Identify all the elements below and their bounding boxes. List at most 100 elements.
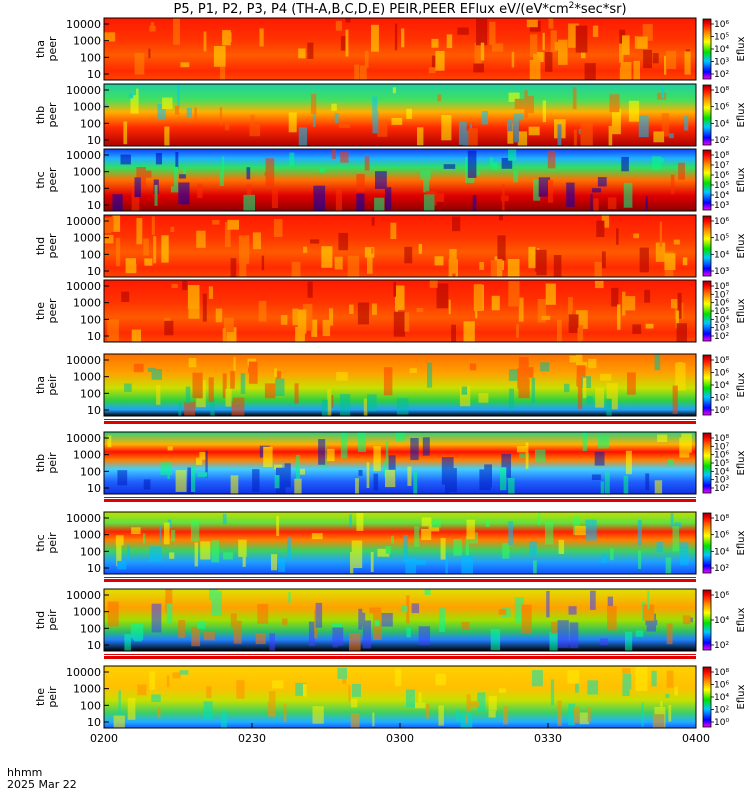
colorbar-tick-label: 10⁶ [714,217,729,227]
colorbar-tick-label: 10⁸ [714,86,729,96]
colorbar-tick-label: 10⁴ [714,191,729,201]
spectrogram-peer_a [104,18,696,80]
colorbar-tick-label: 10⁵ [714,33,729,43]
colorbar-label: Eflux [736,607,747,632]
colorbar-tick-label: 10⁸ [714,356,729,366]
x-tick-label: 0330 [534,732,562,745]
y-tick-label: 100 [80,248,101,261]
colorbar-tick-label: 10⁴ [714,693,729,703]
colorbar-tick-label: 10⁸ [714,151,729,161]
colorbar-label: Eflux [736,102,747,127]
y-axis-label-peir_c: thcpeir [34,532,59,554]
colorbar-peir_c: 10⁸ 10⁶ 10⁴ 10² Eflux [702,512,747,574]
y-tick-label: 100 [80,387,101,400]
chart-title: P5, P1, P2, P3, P4 (TH-A,B,C,D,E) PEIR,P… [173,1,626,17]
panel-peer_e: 10000100010010thepeer10⁸10⁷10⁶10⁵10⁴10³1… [34,279,747,343]
panel-frame [103,148,697,212]
y-tick-label: 10000 [66,354,101,367]
y-tick-label: 1000 [73,683,101,696]
colorbar-peir_a: 10⁸ 10⁶ 10⁴ 10² 10⁰ Eflux [702,354,747,416]
spectrogram-texture [112,149,685,211]
colorbar-tick-label: 10³ [714,58,729,68]
colorbar-tick-label: 10⁸ [714,668,729,678]
panel-peer_a: 10000 1000 100 10 thapeer 10⁶ 10⁵ 10⁴ 10³ 10² Eflu… [34,17,747,81]
panel-frame [103,279,697,343]
y-tick-label: 10 [87,134,101,147]
y-tick-label: 100 [80,465,101,478]
panel-frame [103,588,697,652]
y-tick-label: 10000 [66,84,101,97]
y-axis-peir_e: 10000 1000 100 10 [66,666,109,729]
panel-frame [103,353,697,417]
colorbar-tick-label: 10⁴ [714,315,729,325]
panel-peir_d: 10000 1000 100 10 thdpeir 10⁶ 10⁴ 10² Eflux [34,588,747,659]
colorbar-tick-label: 10⁴ [714,616,729,626]
panel-peer_b: 10000 1000 100 10 thbpeer 10⁸ 10⁶ 10⁴ 10² Eflux [34,83,747,147]
separator-bar [104,577,696,582]
colorbar-tick-label: 10³ [714,476,729,486]
y-tick-label: 100 [80,622,101,635]
y-tick-label: 10000 [66,589,101,602]
colorbar-tick-label: 10² [714,332,729,342]
y-axis-label-peir_e: thepeir [34,686,59,708]
colorbar-peer_a: 10⁶ 10⁵ 10⁴ 10³ 10² Eflux [702,18,747,80]
colorbar-label: Eflux [736,167,747,192]
y-axis-peir_d: 10000 1000 100 10 [66,589,109,652]
y-tick-label: 10 [87,330,101,343]
colorbar-tick-label: 10⁰ [714,718,729,728]
colorbar-tick-label: 10⁸ [714,514,729,524]
y-tick-label: 10 [87,562,101,575]
y-tick-label: 10 [87,199,101,212]
y-tick-label: 10 [87,404,101,417]
spectrogram-peer_b [104,84,696,146]
colorbar-tick-label: 10⁷ [714,161,729,171]
x-tick-label: 0400 [682,732,710,745]
colorbar-label: Eflux [736,530,747,555]
panel-frame [103,83,697,147]
y-axis-label-peer_e: thepeer [34,298,59,324]
separator-bar [104,419,696,424]
colorbar-tick-label: 10⁸ [714,434,729,444]
y-tick-label: 1000 [73,449,101,462]
y-tick-label: 10000 [66,18,101,31]
colorbar-tick-label: 10⁶ [714,531,729,541]
separator-bar [104,654,696,659]
colorbar-tick-label: 10⁵ [714,234,729,244]
colorbar-tick-label: 10⁵ [714,307,729,317]
panel-peer_d: 10000 1000 100 10 thdpeer 10⁶ 10⁵ 10⁴ 10³ Eflux [34,214,747,278]
y-tick-label: 1000 [73,232,101,245]
colorbar-tick-label: 10² [714,136,729,146]
y-tick-label: 1000 [73,35,101,48]
y-tick-label: 10000 [66,280,101,293]
y-tick-label: 1000 [73,297,101,310]
colorbar-peer_d: 10⁶ 10⁵ 10⁴ 10³ Eflux [702,215,747,277]
y-tick-label: 10000 [66,666,101,679]
colorbar-tick-label: 10⁴ [714,547,729,557]
colorbar-tick-label: 10⁶ [714,299,729,309]
spectrogram-texture [113,666,678,728]
panel-peir_c: 10000 1000 100 10 thcpeir 10⁸ 10⁶ 10⁴ 10² Eflux [34,511,747,582]
colorbar-tick-label: 10⁴ [714,381,729,391]
y-tick-label: 100 [80,51,101,64]
y-tick-label: 100 [80,182,101,195]
colorbar-tick-label: 10⁷ [714,442,729,452]
panel-peir_a: 10000 1000 100 10 thapeir 10⁸ 10⁶ 10⁴ 10² 10⁰ Eflu… [34,353,747,424]
colorbar-tick-label: 10⁶ [714,171,729,181]
spectrogram-peer_c [104,149,696,211]
y-tick-label: 1000 [73,371,101,384]
colorbar-tick-label: 10⁰ [714,406,729,416]
x-tick-label: 0230 [238,732,266,745]
colorbar-tick-label: 10⁵ [714,181,729,191]
x-tick-label: 0200 [90,732,118,745]
y-axis-peer_d: 10000 1000 100 10 [66,215,109,278]
y-axis-peir_b: 10000 1000 100 10 [66,432,109,495]
y-tick-label: 1000 [73,606,101,619]
spectrogram-texture [124,354,686,416]
colorbar-tick-label: 10³ [714,267,729,277]
colorbar-tick-label: 10⁶ [714,681,729,691]
panel-peir_b: 10000100010010thbpeir10⁸10⁷10⁶10⁵10⁴10³1… [34,431,747,502]
colorbar-tick-label: 10⁶ [714,20,729,30]
